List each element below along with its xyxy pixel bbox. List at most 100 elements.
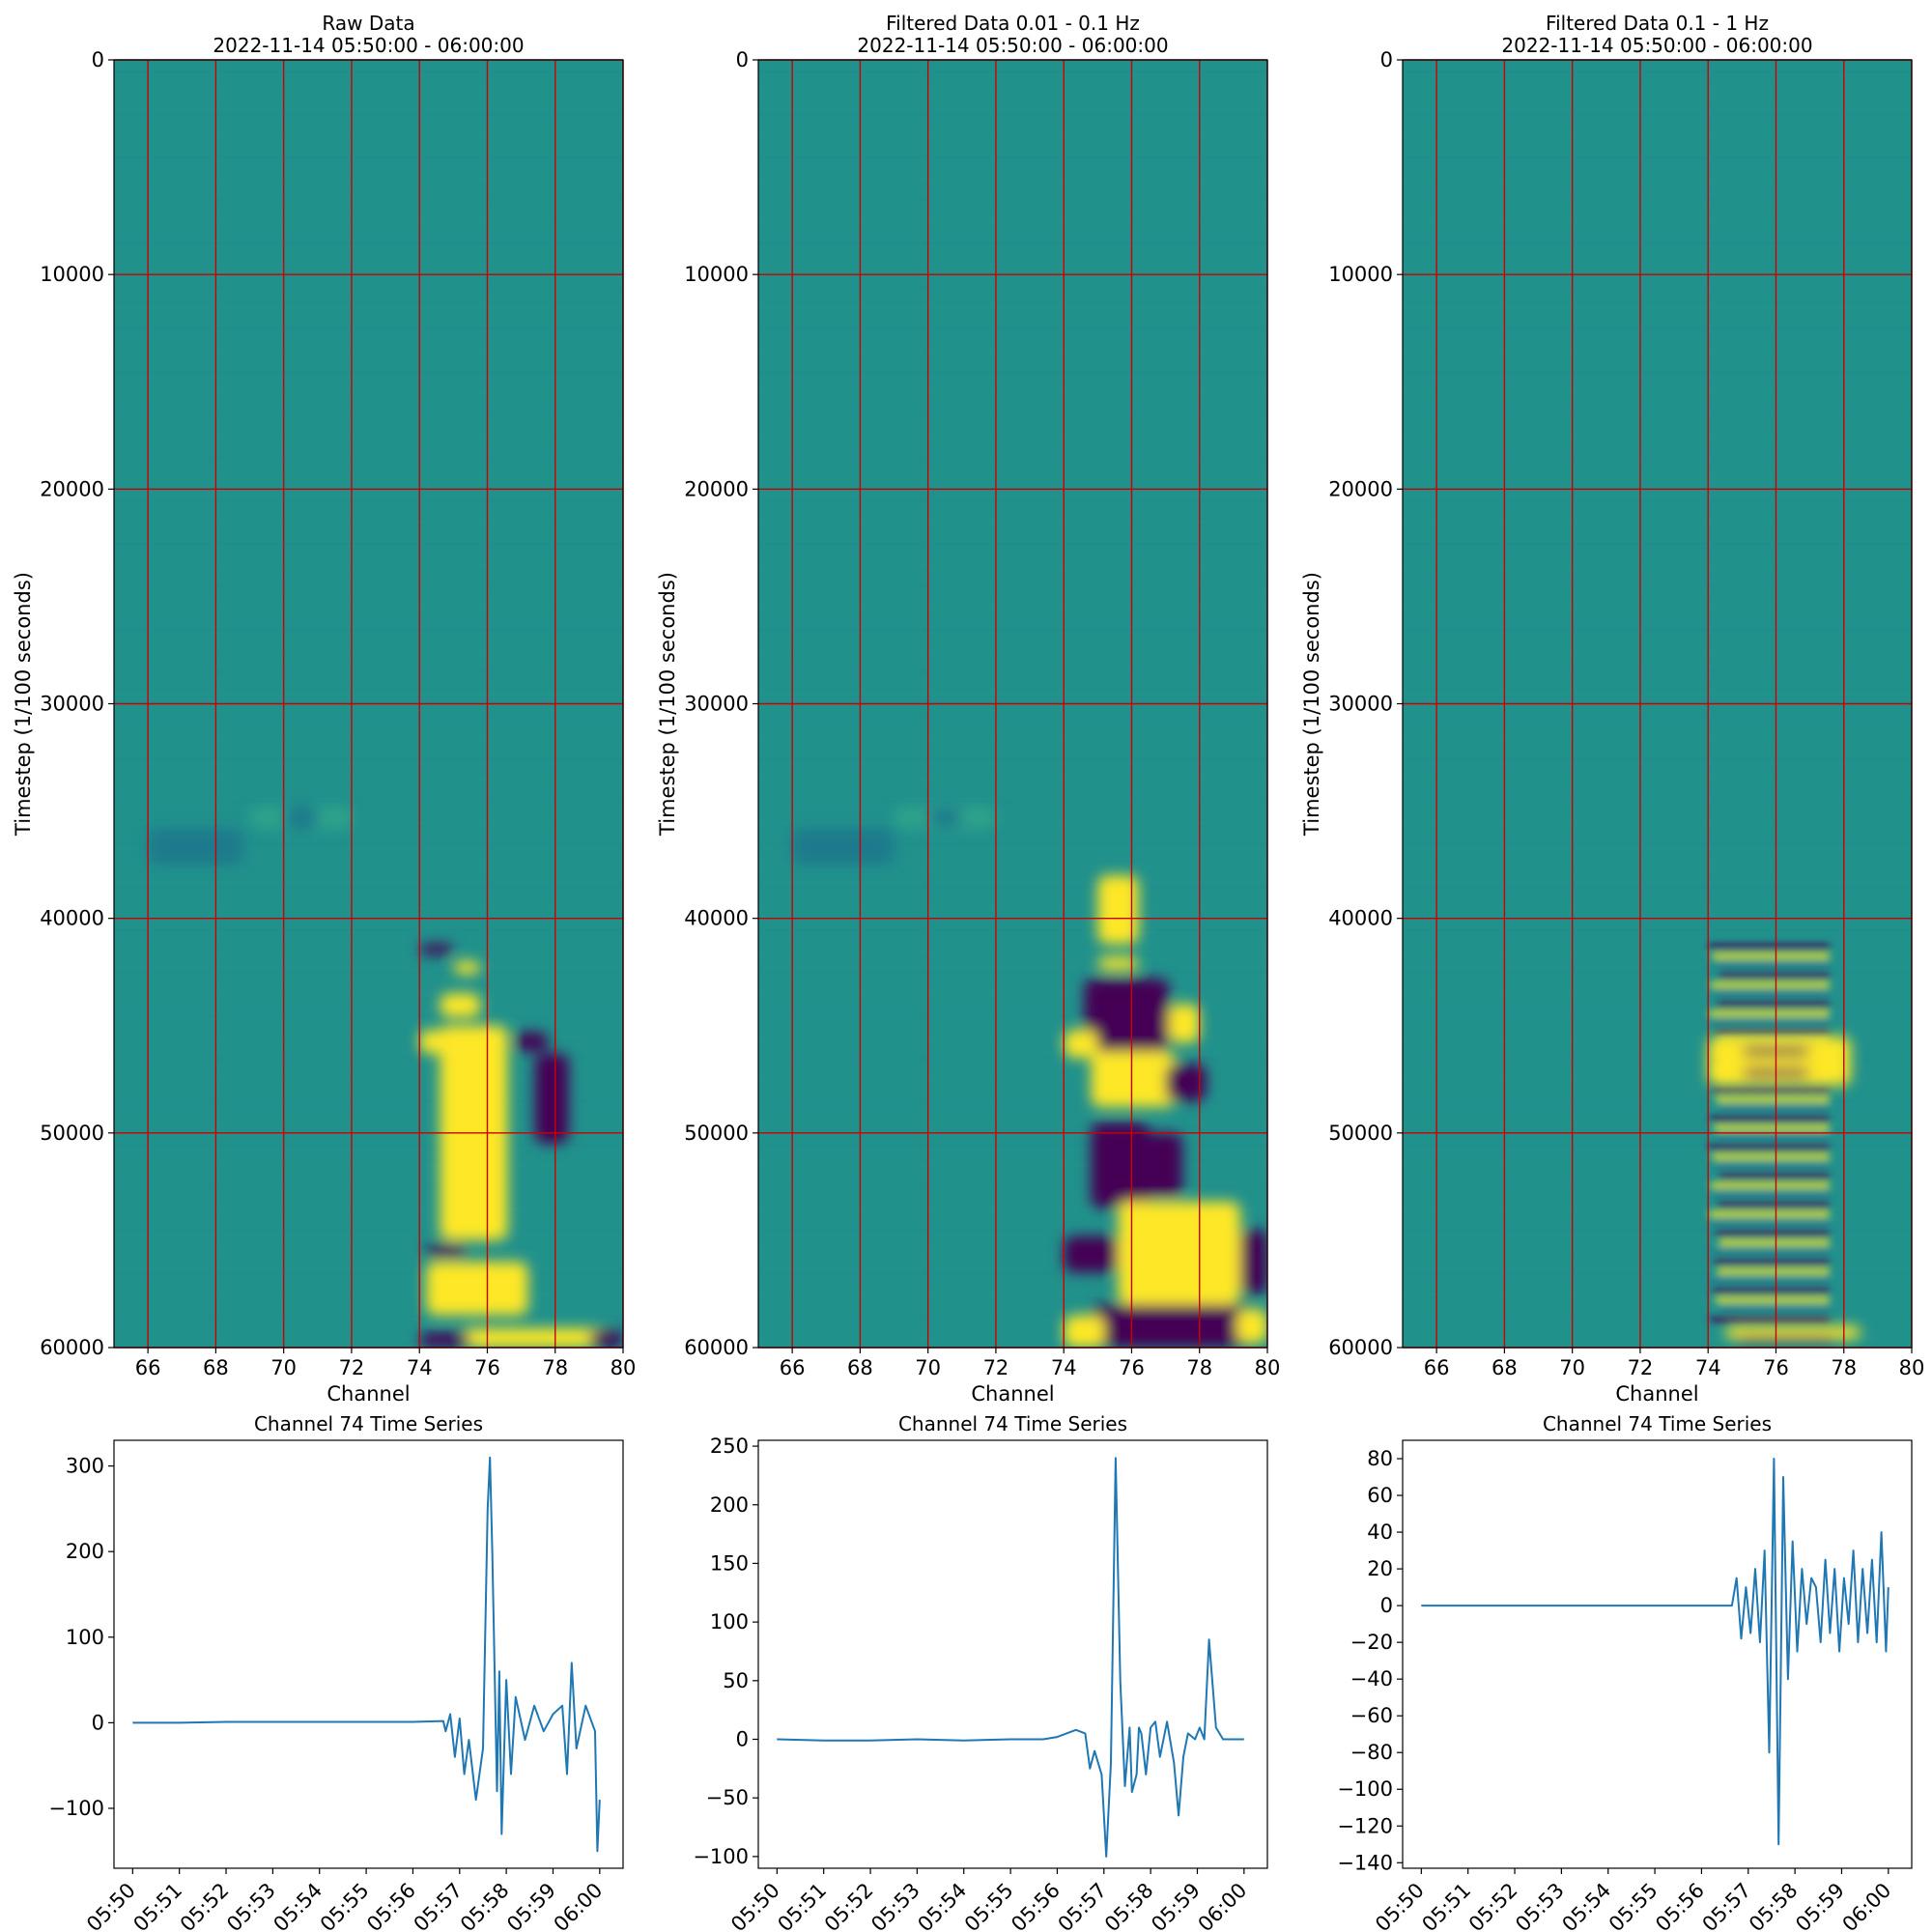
series-line: [777, 1457, 1244, 1858]
x-tick-label: 05:50: [1371, 1879, 1429, 1932]
heatmap-streak: [758, 993, 1267, 996]
y-tick-label: 0: [1380, 1594, 1393, 1617]
heatmap-streak: [758, 865, 1267, 867]
heatmap-streak: [1403, 993, 1912, 996]
heatmap-stripe: [1709, 981, 1831, 988]
x-tick-label: 68: [847, 1356, 873, 1379]
x-tick-label: 80: [1899, 1356, 1925, 1379]
heatmap-streak: [1403, 392, 1912, 395]
heatmap-streak: [114, 1014, 623, 1017]
x-tick-label: 05:56: [1651, 1879, 1709, 1932]
heatmap-streak: [758, 457, 1267, 460]
heatmap-streak: [114, 499, 623, 502]
x-tick-label: 66: [1424, 1356, 1450, 1379]
heatmap-streak: [758, 1036, 1267, 1038]
heatmap-features: [1708, 1036, 1861, 1344]
heatmap-streak: [114, 1058, 623, 1061]
heatmap-stripe: [1709, 1249, 1831, 1256]
y-tick-label: 300: [66, 1455, 104, 1478]
heatmap-streak: [1403, 1014, 1912, 1017]
heatmap-streak: [114, 242, 623, 244]
heatmap-streak: [1403, 779, 1912, 781]
heatmap-streak: [114, 92, 623, 95]
x-axis-label: Channel: [971, 1382, 1054, 1406]
heatmap-streak: [1403, 1143, 1912, 1146]
heatmap-streak: [1403, 1251, 1912, 1254]
heatmap-streak: [1403, 1336, 1912, 1339]
heatmap-streak: [1403, 842, 1912, 845]
heatmap-streak: [758, 1251, 1267, 1254]
x-tick-label: 06:00: [1838, 1879, 1896, 1932]
heatmap-streak: [758, 220, 1267, 223]
series-line: [1421, 1458, 1889, 1846]
heatmap-stripe: [1716, 1268, 1831, 1274]
heatmap-streak: [758, 1122, 1267, 1124]
heatmap-streak: [114, 1036, 623, 1038]
heatmap-streak: [758, 542, 1267, 545]
heatmap-streak: [114, 714, 623, 717]
heatmap-streak: [758, 1186, 1267, 1189]
heatmap-streak: [758, 800, 1267, 803]
heatmap-streak: [1403, 413, 1912, 416]
heatmap-blob-high: [1097, 956, 1139, 970]
heatmap-streak: [1403, 607, 1912, 610]
heatmap-stripe: [1709, 1182, 1831, 1188]
heatmap-streak: [1403, 1100, 1912, 1103]
y-tick-label: 10000: [684, 263, 749, 286]
heatmap-streak: [1403, 1293, 1912, 1296]
heatmap-streak: [1403, 928, 1912, 931]
heatmap-stripe: [1711, 1087, 1831, 1094]
heatmap-streak: [1403, 457, 1912, 460]
heatmap-streak: [1403, 800, 1912, 803]
y-tick-label: 100: [66, 1626, 104, 1649]
y-tick-label: 0: [92, 1711, 104, 1734]
heatmap-streak: [1403, 220, 1912, 223]
y-tick-label: 20000: [40, 477, 104, 500]
heatmap-streak: [114, 564, 623, 567]
heatmap-streak: [1403, 1208, 1912, 1210]
y-tick-label: 0: [736, 1727, 749, 1750]
y-axis-label: Timestep (1/100 seconds): [656, 572, 679, 837]
x-axis-label: Channel: [327, 1382, 410, 1406]
y-tick-label: 100: [710, 1610, 749, 1634]
chart-title: Channel 74 Time Series: [898, 1412, 1127, 1435]
heatmap-streak: [114, 199, 623, 202]
heatmap-blob-high: [453, 961, 481, 975]
heatmap-field: [758, 71, 1267, 1348]
heatmap-streak: [1403, 242, 1912, 244]
heatmap-streak: [758, 564, 1267, 567]
chart-title: Filtered Data 0.01 - 0.1 Hz: [886, 12, 1140, 35]
heatmap-streak: [114, 1229, 623, 1232]
heatmap-streak: [758, 113, 1267, 116]
heatmap-stripe: [1716, 1001, 1831, 1008]
heatmap-blob-high: [1091, 1051, 1177, 1108]
heatmap-stripe: [1713, 991, 1831, 998]
heatmap-streak: [758, 1208, 1267, 1210]
heatmap-streak: [1403, 499, 1912, 502]
heatmap-streak: [114, 113, 623, 116]
heatmap-streak: [114, 1186, 623, 1189]
plot-frame: [757, 1439, 1268, 1869]
heatmap-stripe: [1715, 1230, 1831, 1236]
chart-subtitle: 2022-11-14 05:50:00 - 06:00:00: [213, 34, 524, 57]
x-tick-label: 05:55: [316, 1879, 374, 1932]
y-tick-label: −100: [693, 1845, 749, 1868]
x-tick-label: 05:56: [1007, 1879, 1065, 1932]
x-tick-label: 78: [1186, 1356, 1212, 1379]
heatmap-blob-low: [1091, 1304, 1251, 1348]
heatmap-panel-3: 66 68 70 72 74 76 78 80 0 10000 20000 30000 40000 500…: [1300, 12, 1924, 1406]
y-tick-label: −120: [1337, 1814, 1393, 1837]
heatmap-streak: [114, 1315, 623, 1318]
heatmap-streak: [1403, 264, 1912, 267]
x-tick-label: 05:57: [1698, 1879, 1756, 1932]
heatmap-panel-2: 66 68 70 72 74 76 78 80 0 10000 20000 30000 40000 500…: [656, 12, 1280, 1406]
y-tick-label: 0: [736, 48, 749, 71]
heatmap-streak: [114, 435, 623, 438]
heatmap-stripe: [1709, 1316, 1831, 1322]
y-tick-label: 150: [710, 1551, 749, 1575]
heatmap-streak: [758, 1315, 1267, 1318]
heatmap-streak: [758, 585, 1267, 588]
y-axis-label: Timestep (1/100 seconds): [12, 572, 35, 837]
heatmap-streak: [1403, 1186, 1912, 1189]
heatmap-streak: [114, 1251, 623, 1254]
